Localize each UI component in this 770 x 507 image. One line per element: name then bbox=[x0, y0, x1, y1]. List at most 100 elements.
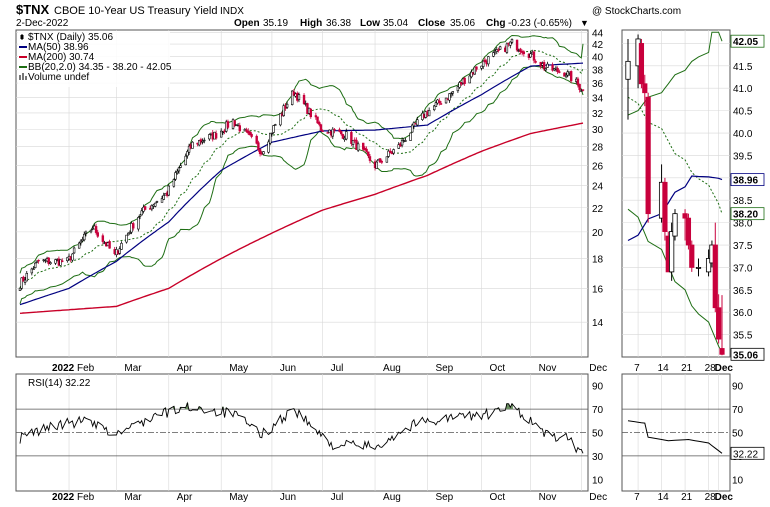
price-candle bbox=[20, 277, 23, 290]
month-axis-label: Aug bbox=[383, 363, 401, 374]
zoom-candle-body bbox=[685, 217, 692, 246]
price-candle bbox=[285, 101, 289, 110]
candle-body bbox=[564, 74, 568, 78]
month-axis-label: 2022 bbox=[52, 363, 75, 374]
price-candle bbox=[463, 76, 466, 86]
candle-body bbox=[282, 105, 285, 116]
candle-body bbox=[556, 68, 559, 73]
candle-body bbox=[137, 217, 140, 230]
candle-body bbox=[167, 185, 170, 196]
price-tick-label: 32 bbox=[592, 109, 604, 120]
price-candle bbox=[475, 66, 478, 72]
zoom-day-label: 28 bbox=[705, 363, 717, 374]
candle-body bbox=[302, 94, 306, 104]
zoom-tick-label: 41.0 bbox=[733, 84, 753, 95]
legend-price: $TNX (Daily) 35.06 bbox=[28, 32, 113, 43]
price-candle bbox=[154, 202, 157, 208]
candle-body bbox=[255, 135, 258, 144]
candle-body bbox=[351, 140, 355, 145]
zoom-day-label: 7 bbox=[634, 363, 640, 374]
candle-body bbox=[198, 140, 201, 146]
candle-body bbox=[186, 151, 189, 157]
price-candle bbox=[199, 137, 203, 145]
price-candle bbox=[345, 128, 348, 141]
price-candle bbox=[94, 223, 98, 235]
candle-body bbox=[473, 66, 476, 75]
zoom-day-label: Dec bbox=[715, 363, 734, 374]
price-candle bbox=[576, 76, 580, 88]
price-candle bbox=[515, 39, 519, 53]
candle-body bbox=[172, 179, 176, 187]
legend-swatch-volume bbox=[19, 73, 27, 80]
candle-body bbox=[529, 53, 532, 58]
zoom-value-label-box bbox=[730, 207, 765, 221]
symbol-title: $TNX bbox=[16, 2, 50, 17]
candle-body bbox=[411, 124, 414, 133]
price-candle bbox=[385, 156, 389, 163]
candle-body bbox=[468, 75, 471, 84]
price-candle bbox=[534, 59, 537, 64]
candle-body bbox=[101, 235, 105, 242]
price-candle bbox=[22, 275, 25, 282]
candle-body bbox=[356, 143, 360, 151]
price-tick-label: 36 bbox=[592, 79, 604, 90]
candle-body bbox=[497, 49, 500, 51]
zoom-tick-label: 38.5 bbox=[733, 196, 753, 207]
zoom-candle-body bbox=[662, 181, 668, 232]
rsi-month-axis-label: Jul bbox=[331, 492, 344, 503]
price-candle bbox=[233, 119, 236, 128]
price-candle bbox=[61, 258, 64, 263]
price-candle bbox=[101, 233, 105, 245]
price-candle bbox=[546, 61, 549, 69]
rsi-zoom-tick-label: 70 bbox=[732, 405, 744, 416]
candle-body bbox=[340, 131, 343, 135]
price-candle bbox=[226, 119, 230, 129]
price-tick-label: 30 bbox=[592, 125, 604, 136]
candle-body bbox=[120, 242, 123, 250]
candle-body bbox=[160, 198, 164, 203]
month-axis-label: May bbox=[229, 363, 248, 374]
zoom-candle bbox=[716, 294, 722, 344]
legend-ma50: MA(50) 38.96 bbox=[28, 42, 89, 53]
zoom-tick-label: 36.5 bbox=[733, 286, 753, 297]
price-candle bbox=[497, 47, 500, 53]
rsi-month-axis-label: Oct bbox=[490, 492, 506, 503]
candle-body bbox=[438, 100, 441, 104]
price-candle bbox=[83, 231, 86, 242]
candle-body bbox=[270, 132, 274, 135]
price-candle bbox=[96, 229, 99, 238]
zoom-candle bbox=[669, 222, 675, 281]
month-axis-label: Sep bbox=[435, 363, 453, 374]
rsi-tick-label: 10 bbox=[592, 475, 604, 486]
price-candle bbox=[291, 90, 294, 106]
zoom-candle-body bbox=[638, 43, 645, 85]
zoom-value-label-box bbox=[730, 34, 765, 48]
price-candle bbox=[356, 141, 360, 153]
rsi-month-axis-label: Apr bbox=[177, 492, 193, 503]
price-tick-label: 14 bbox=[592, 318, 604, 329]
rsi-month-axis-label: Nov bbox=[539, 492, 557, 503]
price-candle bbox=[127, 232, 130, 236]
candle-body bbox=[318, 122, 321, 125]
price-candle bbox=[581, 89, 585, 92]
price-candle bbox=[351, 139, 355, 147]
price-candle bbox=[84, 230, 88, 237]
price-candle bbox=[49, 261, 52, 265]
close-value: 35.06 bbox=[450, 18, 475, 29]
candle-body bbox=[397, 144, 400, 149]
candle-body bbox=[368, 156, 372, 161]
candle-body bbox=[434, 102, 438, 107]
zoom-candle bbox=[705, 249, 712, 277]
candle-body bbox=[191, 141, 194, 149]
month-axis-label: Nov bbox=[539, 363, 557, 374]
candle-body bbox=[542, 62, 546, 70]
price-candle bbox=[318, 120, 321, 127]
candle-body bbox=[341, 134, 345, 139]
candle-body bbox=[292, 91, 296, 96]
price-candle bbox=[569, 70, 573, 84]
candle-body bbox=[127, 232, 130, 236]
candle-body bbox=[25, 273, 28, 282]
candle-body bbox=[444, 97, 448, 104]
candle-body bbox=[140, 210, 143, 216]
